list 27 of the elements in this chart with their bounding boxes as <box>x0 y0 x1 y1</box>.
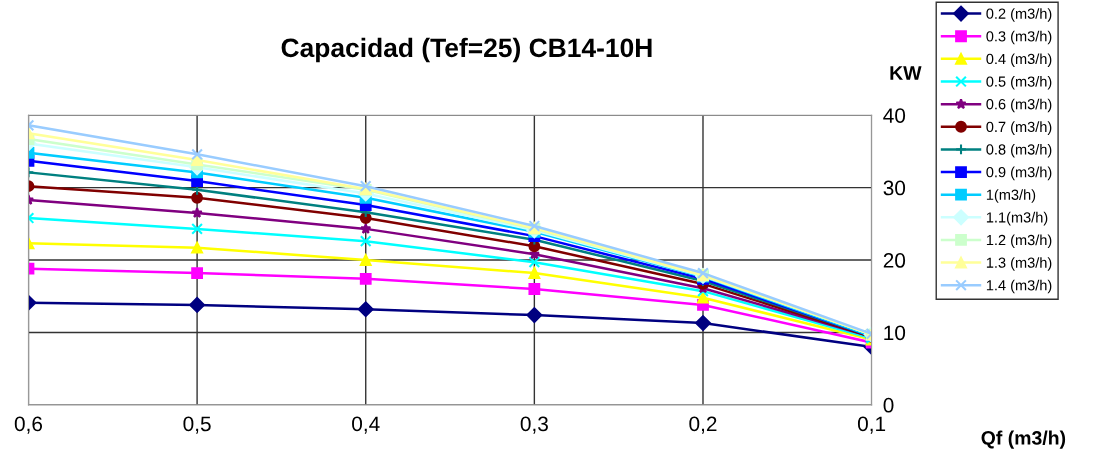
x-tick-label: 0,4 <box>352 416 380 434</box>
y-tick-label: 0 <box>883 397 894 413</box>
x-axis-title: Qf (m3/h) <box>981 430 1066 449</box>
legend-label: 0.6 (m3/h) <box>986 98 1052 113</box>
legend-label: 0.3 (m3/h) <box>986 30 1052 45</box>
x-tick-label: 0,6 <box>14 416 43 434</box>
x-tick-label: 0,1 <box>857 416 886 434</box>
x-tick-label: 0,3 <box>520 416 548 434</box>
legend-label: 0.5 (m3/h) <box>986 76 1052 90</box>
legend-label: 0.7 (m3/h) <box>986 121 1052 135</box>
legend-label: 1.1(m3/h) <box>986 211 1048 226</box>
legend-label: 0.2 (m3/h) <box>986 8 1052 22</box>
legend-label: 1(m3/h) <box>986 189 1036 203</box>
x-tick-label: 0,5 <box>183 416 211 434</box>
y-tick-label: 20 <box>883 253 906 268</box>
y-tick-label: 30 <box>883 180 906 196</box>
chart-title: Capacidad (Tef=25) CB14-10H <box>281 37 652 63</box>
y-axis-title: KW <box>890 66 922 80</box>
y-tick-label: 10 <box>884 325 906 341</box>
legend-label: 0.8 (m3/h) <box>986 143 1052 158</box>
x-tick-label: 0,2 <box>689 416 717 434</box>
y-tick-label: 40 <box>883 108 906 123</box>
legend-label: 0.4 (m3/h) <box>986 53 1052 67</box>
legend-label: 1.4 (m3/h) <box>986 279 1052 294</box>
legend-label: 0.9 (m3/h) <box>986 166 1052 181</box>
legend-label: 1.3 (m3/h) <box>986 257 1052 271</box>
legend-label: 1.2 (m3/h) <box>986 234 1052 249</box>
